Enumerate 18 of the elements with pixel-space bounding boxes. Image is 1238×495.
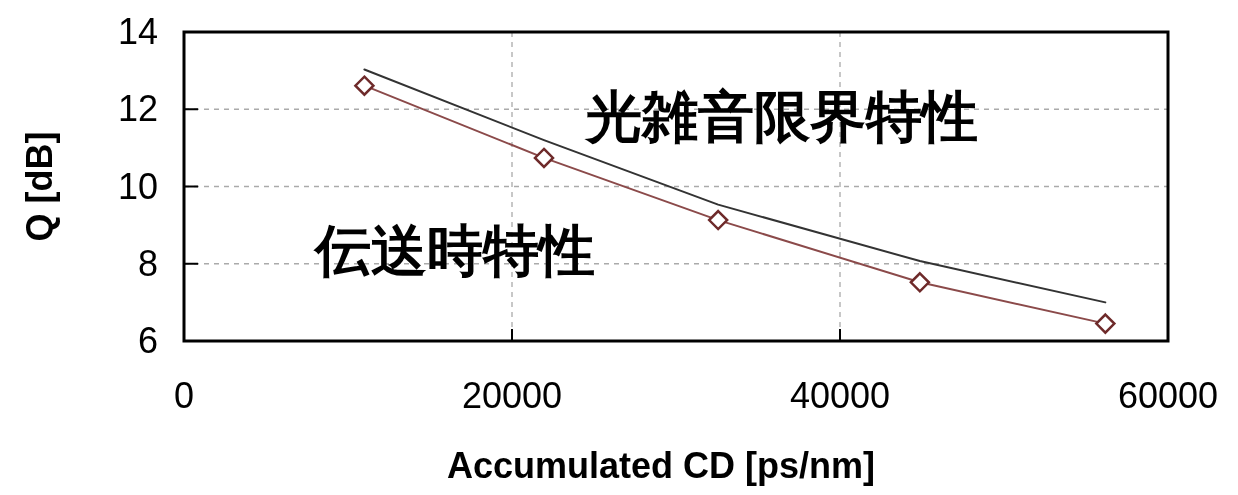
y-axis-title: Q [dB] xyxy=(19,131,60,242)
point xyxy=(533,147,555,169)
y-tick-label: 12 xyxy=(117,88,158,130)
x-tick-label: 60000 xyxy=(1117,375,1219,416)
x-tick-label: 20000 xyxy=(461,375,563,416)
y-tick-label: 8 xyxy=(137,242,158,284)
series-label: 伝送時特性 xyxy=(313,219,595,282)
point xyxy=(1095,313,1116,334)
y-tick-label: 14 xyxy=(117,11,158,52)
point xyxy=(354,75,375,96)
x-axis-title: Accumulated CD [ps/nm] xyxy=(446,445,876,486)
point xyxy=(707,209,729,231)
y-tick-label: 6 xyxy=(137,320,158,361)
y-tick-label: 10 xyxy=(117,165,158,207)
series-label: 光雑音限界特性 xyxy=(584,85,978,148)
point xyxy=(909,272,931,293)
x-tick-label: 40000 xyxy=(789,375,891,416)
x-tick-label: 0 xyxy=(173,375,195,416)
